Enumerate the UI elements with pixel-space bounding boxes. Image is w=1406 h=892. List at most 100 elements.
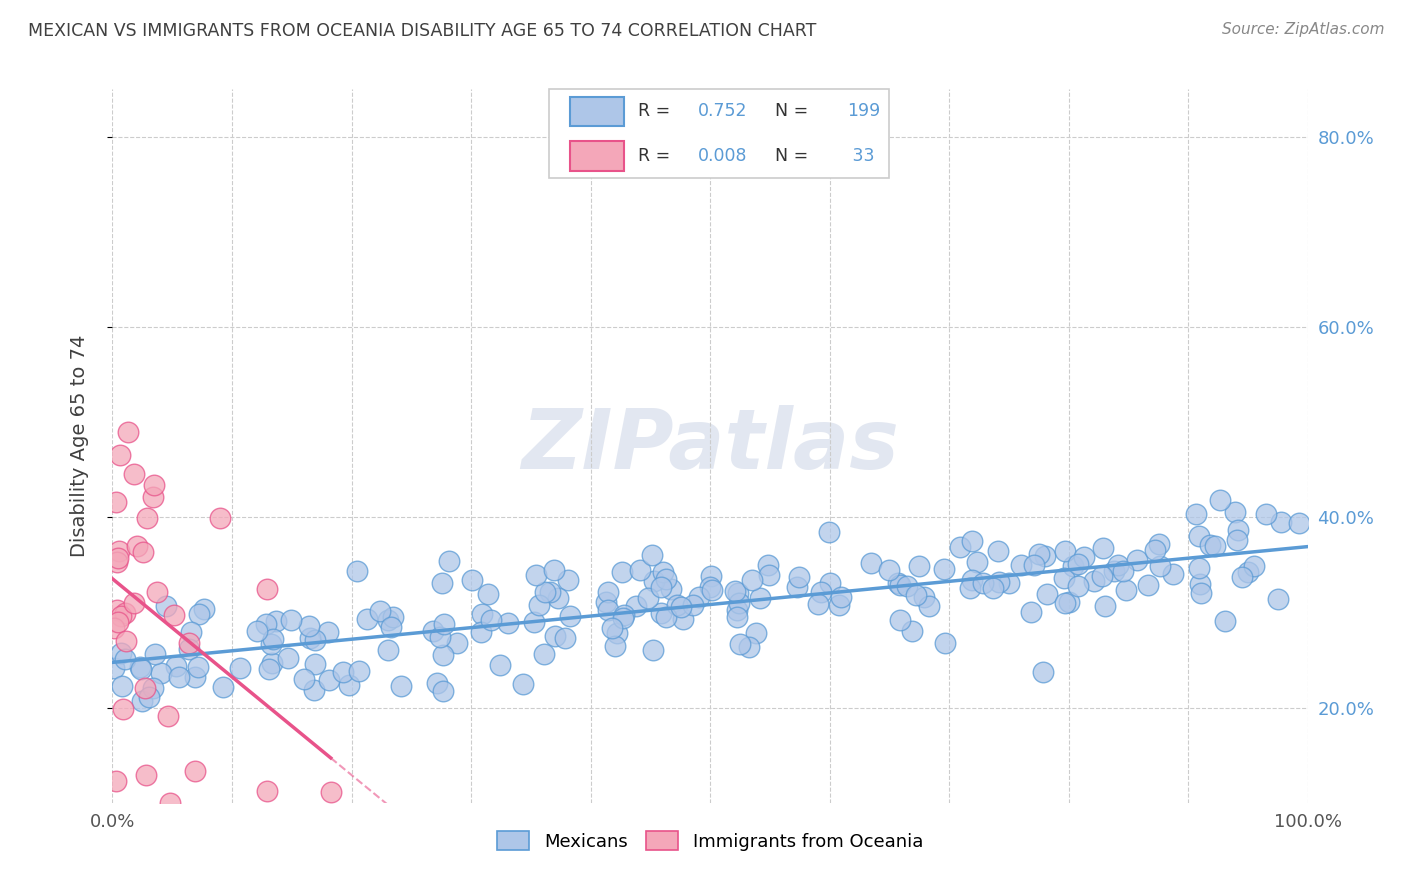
Text: 199: 199: [848, 103, 880, 120]
Point: [470, 624, 492, 639]
Point: [471, 607, 494, 622]
Point: [725, 610, 748, 624]
Point: [1144, 543, 1167, 558]
Point: [603, 639, 626, 653]
Point: [1102, 564, 1125, 578]
Point: [347, 664, 370, 678]
Point: [319, 785, 342, 799]
Point: [117, 425, 139, 439]
Point: [758, 568, 780, 582]
Point: [1136, 577, 1159, 591]
Point: [432, 684, 454, 698]
Point: [523, 615, 546, 630]
Point: [1091, 569, 1114, 583]
Point: [1254, 507, 1277, 521]
Point: [108, 448, 131, 462]
Point: [125, 539, 148, 553]
Point: [150, 665, 173, 680]
Point: [1083, 574, 1105, 589]
Point: [628, 563, 651, 577]
Text: R =: R =: [638, 103, 676, 120]
Point: [669, 600, 692, 615]
Point: [643, 574, 665, 589]
Point: [1053, 543, 1076, 558]
Point: [959, 581, 981, 595]
Text: N =: N =: [763, 147, 814, 165]
Point: [318, 673, 340, 687]
Point: [1270, 516, 1292, 530]
Point: [934, 562, 956, 576]
Point: [896, 579, 918, 593]
Point: [138, 690, 160, 704]
Point: [260, 637, 283, 651]
Point: [105, 603, 128, 617]
Point: [1033, 549, 1056, 564]
Point: [807, 597, 830, 611]
Point: [229, 661, 252, 675]
Point: [830, 590, 852, 604]
Point: [115, 633, 138, 648]
Point: [612, 610, 634, 624]
Point: [304, 657, 326, 671]
Point: [934, 636, 956, 650]
Point: [641, 642, 664, 657]
Point: [124, 467, 146, 482]
Point: [1230, 569, 1253, 583]
Point: [1237, 565, 1260, 579]
Point: [368, 604, 391, 618]
Point: [163, 607, 186, 622]
Point: [738, 640, 761, 654]
Point: [262, 632, 284, 647]
Point: [299, 631, 322, 645]
Point: [110, 646, 132, 660]
Point: [110, 608, 132, 623]
Point: [134, 681, 156, 695]
Point: [887, 576, 910, 591]
Point: [1184, 507, 1206, 521]
Point: [917, 599, 939, 614]
Point: [554, 632, 576, 646]
Point: [337, 678, 360, 692]
Point: [1227, 524, 1250, 538]
Point: [905, 588, 928, 602]
Point: [292, 672, 315, 686]
Point: [1149, 558, 1171, 573]
Point: [756, 558, 779, 573]
Point: [429, 630, 451, 644]
Point: [159, 796, 181, 810]
Point: [650, 580, 672, 594]
Point: [433, 617, 456, 632]
Point: [298, 619, 321, 633]
Point: [600, 621, 623, 635]
Point: [613, 607, 636, 622]
Point: [136, 511, 159, 525]
Point: [143, 647, 166, 661]
Point: [682, 598, 704, 612]
Point: [1062, 559, 1084, 574]
Point: [460, 573, 482, 587]
Point: [302, 683, 325, 698]
Y-axis label: Disability Age 65 to 74: Disability Age 65 to 74: [70, 334, 89, 558]
Point: [1161, 567, 1184, 582]
Point: [179, 636, 201, 650]
Point: [356, 612, 378, 626]
Point: [859, 556, 882, 570]
Point: [699, 580, 721, 594]
Point: [135, 767, 157, 781]
Point: [211, 680, 233, 694]
Point: [1147, 537, 1170, 551]
Point: [972, 576, 994, 591]
Point: [426, 676, 449, 690]
Point: [246, 624, 269, 638]
Point: [1067, 578, 1090, 592]
Point: [1288, 516, 1310, 531]
Point: [1053, 596, 1076, 610]
Point: [1209, 493, 1232, 508]
Point: [1028, 547, 1050, 561]
Point: [1073, 550, 1095, 565]
Point: [187, 607, 209, 622]
Point: [1223, 505, 1246, 519]
Point: [1031, 665, 1053, 679]
Point: [124, 596, 146, 610]
Point: [304, 632, 326, 647]
